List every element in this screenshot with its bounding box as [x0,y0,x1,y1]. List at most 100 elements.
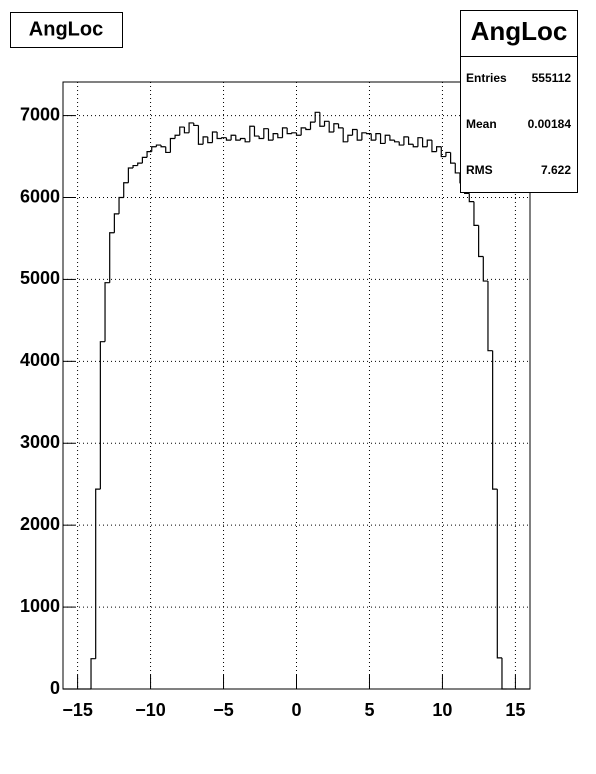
histogram-bin [104,282,110,342]
histogram-bin [95,488,101,659]
stats-value: 0.00184 [528,117,572,131]
histogram-bin [323,120,330,127]
stats-value: 7.622 [541,163,571,177]
histogram-bin [202,136,208,145]
plot-frame [62,81,531,690]
histogram-bin [267,128,274,141]
histogram-bin [319,112,325,127]
x-tick-label: −5 [213,700,234,720]
histogram-bin [305,127,311,131]
x-tick-label: 10 [432,700,452,720]
histogram-bin [141,156,148,164]
histogram-bin [277,133,283,139]
histogram-bin [249,125,255,142]
histogram-bin [337,123,344,129]
y-tick-label: 6000 [20,186,60,206]
histogram-bin [272,133,278,141]
histogram-bin [286,127,292,135]
x-tick-label: −10 [135,700,166,720]
histogram-bin [99,341,106,490]
x-tick-label: 15 [505,700,525,720]
histogram-bin [328,121,334,133]
stats-title: AngLoc [471,16,568,46]
histogram-bin [417,137,423,147]
histogram-bin [389,135,395,141]
histogram-bin [426,139,432,147]
y-tick-label: 0 [50,678,60,698]
histogram-bin [118,196,124,214]
y-tick-label: 5000 [20,268,60,288]
histogram-bin [155,144,162,147]
histogram-bin [151,146,157,152]
histogram-bin [109,232,115,283]
chart-title: AngLoc [29,18,103,40]
histogram-bin [160,145,166,148]
histogram-bin [440,146,446,158]
stats-label: Mean [466,117,497,131]
histogram-bin [165,146,171,154]
histogram-bin [235,135,241,141]
stats-box [460,10,578,193]
histogram-bin [193,122,199,127]
title-box [10,12,123,48]
histogram-bin [436,146,442,152]
histogram-bin [113,213,120,233]
stats-label: RMS [466,163,493,177]
histogram-bin [445,151,451,157]
histogram-bin [263,128,269,139]
stats-value: 555112 [532,71,572,85]
histogram-bin [351,128,358,136]
histogram-bin [216,131,222,140]
x-tick-label: −15 [62,700,93,720]
histogram-bin [478,225,484,258]
histogram-bin [356,129,362,141]
histogram-bin [300,127,306,136]
histogram-bin [450,152,456,164]
histogram-bin [253,126,260,137]
histogram-bin [398,141,404,146]
histogram-bin [179,126,185,136]
histogram-bin [258,136,264,140]
histogram-bin [365,132,372,135]
histogram-bin [146,151,152,158]
plot-area: 0 1000 2000 3000 4000 5000 6000 7000 −15 −10 −5 0 5 1… [20,81,531,720]
histogram-bin [487,281,493,352]
histogram-bin [407,136,414,145]
histogram-bin [197,125,204,145]
histogram-bin [379,133,386,145]
stats-label: Entries [466,71,507,85]
histogram-bin [211,131,218,143]
x-tick-label: 0 [291,700,301,720]
histogram-bin [403,136,409,146]
histogram-bin [370,133,376,141]
stats-rows: Entries 555112 Mean 0.00184 RMS 7.622 [466,71,571,177]
histogram-bin [183,127,190,134]
histogram-bin [333,123,339,132]
histogram-bin [239,137,246,141]
histogram-bin [347,134,353,142]
y-tick-label: 1000 [20,596,60,616]
histogram-bin [468,193,474,203]
histogram-bin [244,138,250,143]
histogram-bin [482,256,488,282]
histogram-bin [454,163,460,174]
histogram-bin [342,127,348,143]
y-tick-label: 7000 [20,104,60,124]
histogram-bin [169,137,176,153]
histogram-bin [309,121,316,130]
y-tick-label: 4000 [20,350,60,370]
histogram-bin [291,132,297,134]
histogram-bin [492,350,498,490]
histogram-bin [207,136,213,144]
histogram-bin [127,167,134,183]
histogram-bin [137,162,143,166]
histogram-bin [393,140,400,143]
histogram-bin [230,134,236,141]
histogram-bin [496,489,502,659]
histogram-bin [473,201,479,226]
histogram-bin [412,144,418,148]
histogram-bin [314,111,320,123]
histogram-bin [90,658,96,689]
histogram-bin [295,132,302,136]
histogram-bin [188,122,194,133]
